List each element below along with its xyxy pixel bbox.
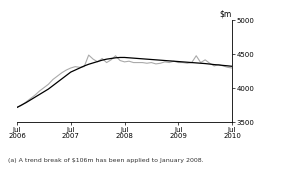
Text: (a) A trend break of $106m has been applied to January 2008.: (a) A trend break of $106m has been appl…	[8, 158, 204, 163]
Text: $m: $m	[220, 9, 232, 18]
